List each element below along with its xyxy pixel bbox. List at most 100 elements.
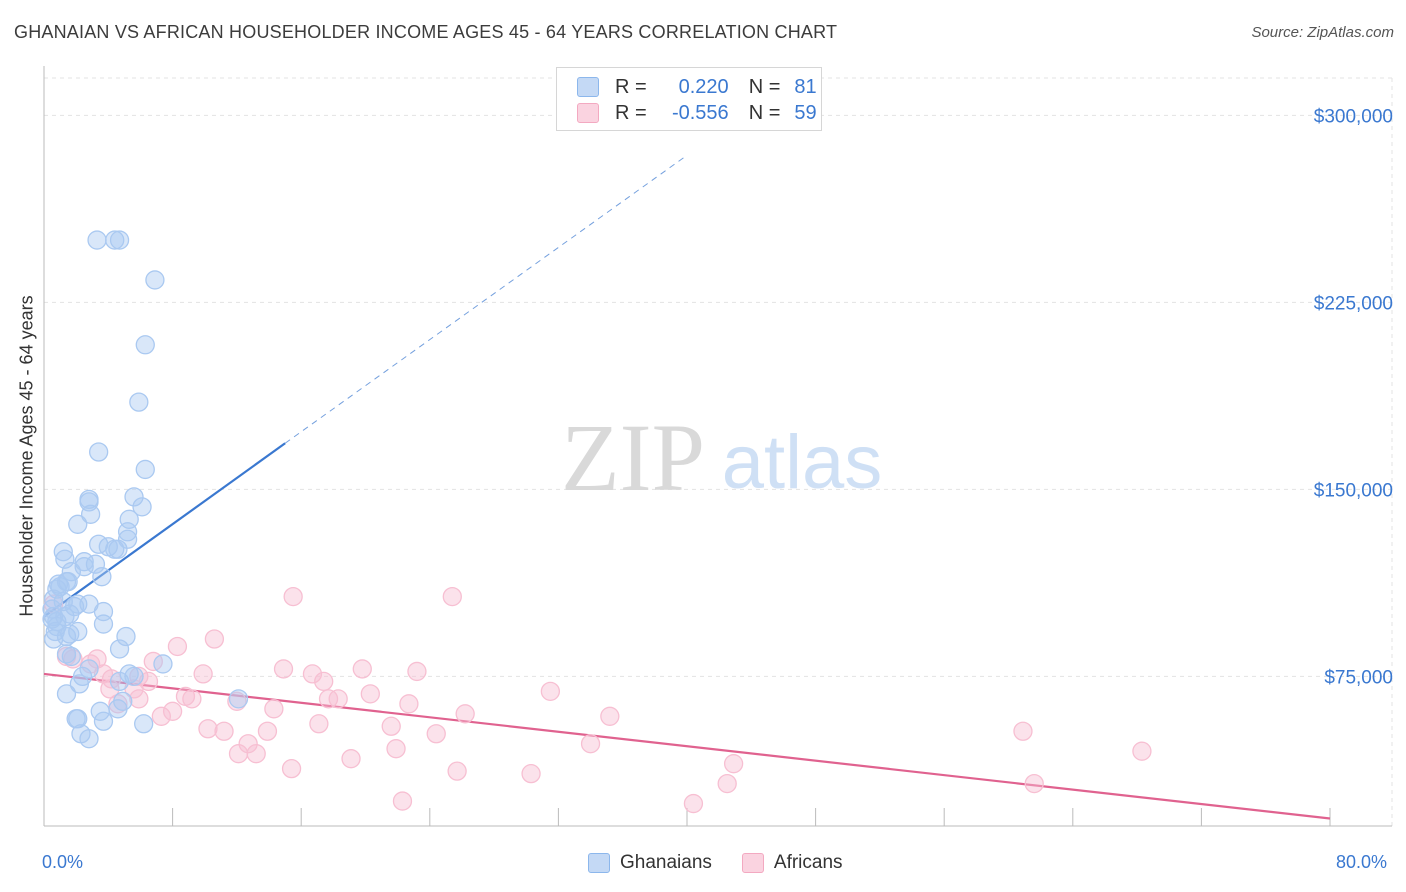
y-axis-label: Householder Income Ages 45 - 64 years <box>16 295 37 617</box>
data-point-africans <box>204 629 225 649</box>
data-point-africans <box>341 749 361 769</box>
data-point-ghanaians <box>74 552 94 572</box>
data-point-africans <box>381 716 401 736</box>
legend-r-label: R = <box>615 75 647 98</box>
data-point-africans <box>360 684 380 704</box>
data-point-africans <box>162 701 183 721</box>
data-point-africans <box>540 681 561 702</box>
data-point-ghanaians <box>129 392 149 412</box>
data-point-africans <box>182 689 202 709</box>
data-point-ghanaians <box>105 539 125 559</box>
trend-line-ghanaians <box>43 442 286 618</box>
data-point-africans <box>521 763 541 784</box>
data-point-africans <box>386 739 406 759</box>
data-point-ghanaians <box>124 666 144 687</box>
grid-lines <box>44 77 1393 826</box>
legend-n-value: 81 <box>794 75 817 98</box>
data-point-ghanaians <box>92 567 112 587</box>
data-point-ghanaians <box>87 230 107 250</box>
series-legend-label: Africans <box>773 852 843 873</box>
legend-swatch-africans <box>577 103 599 123</box>
legend-r-label: R = <box>615 101 647 124</box>
data-point-africans <box>281 759 302 779</box>
data-point-ghanaians <box>93 614 114 634</box>
data-point-africans <box>352 659 372 679</box>
legend-row-africans: R = -0.556 N = 59 <box>577 100 817 126</box>
legend-n-label: N = <box>748 101 781 124</box>
data-point-africans <box>1024 773 1044 794</box>
data-point-africans <box>407 661 427 682</box>
data-point-ghanaians <box>105 230 125 250</box>
data-point-africans <box>129 689 149 709</box>
data-point-ghanaians <box>79 729 99 749</box>
data-point-ghanaians <box>61 646 81 667</box>
watermark: ZIP atlas <box>561 404 882 511</box>
data-point-ghanaians <box>68 594 88 614</box>
y-tick-label: $225,000 <box>1314 293 1393 314</box>
watermark-zip: ZIP <box>561 404 705 511</box>
data-point-africans <box>442 586 462 607</box>
watermark-atlas: atlas <box>722 420 883 505</box>
data-point-africans <box>214 721 234 741</box>
legend-n-value: 59 <box>794 101 817 124</box>
data-point-ghanaians <box>135 335 155 355</box>
data-point-ghanaians <box>108 699 128 719</box>
legend-row-ghanaians: R = 0.220 N = 81 <box>577 74 817 100</box>
data-point-africans <box>717 773 737 794</box>
data-point-africans <box>283 586 303 607</box>
legend-swatch-africans <box>741 853 764 873</box>
data-point-africans <box>1013 721 1033 741</box>
data-point-ghanaians <box>93 711 114 731</box>
data-point-ghanaians <box>85 554 106 574</box>
data-point-africans <box>93 664 114 684</box>
data-point-africans <box>273 659 294 679</box>
data-point-africans <box>193 664 213 684</box>
series-legend-ghanaians: Ghanaians <box>588 852 712 874</box>
legend-r-value: 0.220 <box>678 75 729 98</box>
data-point-ghanaians <box>117 529 138 549</box>
data-point-ghanaians <box>228 689 249 709</box>
x-tick-label-right: 80.0% <box>1336 852 1388 872</box>
data-point-africans <box>455 704 475 724</box>
data-point-ghanaians <box>117 522 138 542</box>
x-tick-label-left: 0.0% <box>42 852 84 872</box>
y-tick-labels: $75,000 $150,000 $225,000 $300,000 <box>1314 106 1393 688</box>
data-point-africans <box>257 721 278 741</box>
legend-n-label: N = <box>748 75 781 98</box>
data-point-africans <box>198 719 218 739</box>
data-point-africans <box>238 734 258 754</box>
data-point-ghanaians <box>45 621 65 642</box>
data-points <box>42 230 1152 814</box>
source-credit: Source: ZipAtlas.com <box>1251 24 1394 41</box>
data-point-africans <box>151 706 171 726</box>
data-point-africans <box>309 714 329 734</box>
data-point-africans <box>723 754 744 774</box>
series-legend-africans: Africans <box>741 852 843 874</box>
data-point-ghanaians <box>56 684 77 704</box>
data-point-ghanaians <box>145 270 165 290</box>
data-point-ghanaians <box>68 709 88 729</box>
data-point-africans <box>580 734 601 754</box>
data-point-ghanaians <box>53 542 73 562</box>
data-point-ghanaians <box>80 504 101 524</box>
axes <box>43 66 1392 827</box>
data-point-ghanaians <box>134 714 154 734</box>
data-point-africans <box>600 706 620 726</box>
y-tick-label: $300,000 <box>1314 106 1393 127</box>
data-point-ghanaians <box>43 629 64 649</box>
legend-swatch-ghanaians <box>588 853 610 873</box>
data-point-ghanaians <box>109 671 130 692</box>
chart-title: GHANAIAN VS AFRICAN HOUSEHOLDER INCOME A… <box>14 22 838 42</box>
data-point-africans <box>167 636 188 657</box>
legend-r-value: -0.556 <box>671 101 729 124</box>
data-point-ghanaians <box>53 591 73 612</box>
data-point-africans <box>318 689 339 709</box>
data-point-africans <box>246 744 266 764</box>
data-point-ghanaians <box>69 674 90 694</box>
y-tick-label: $75,000 <box>1324 667 1393 688</box>
data-point-ghanaians <box>132 497 152 517</box>
data-point-africans <box>264 699 284 719</box>
data-point-africans <box>302 664 323 684</box>
data-point-africans <box>228 744 249 764</box>
